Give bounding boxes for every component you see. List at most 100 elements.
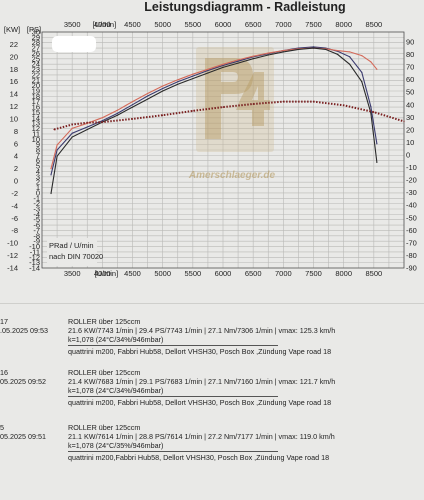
series-point: [237, 60, 239, 62]
y-tick-label-ps: -5: [33, 215, 40, 224]
y-tick-label-ps: 21: [32, 76, 40, 85]
y-tick-label-ps: 13: [32, 119, 40, 128]
y-tick-label-kw: 16: [10, 77, 18, 86]
series-point: [252, 55, 254, 57]
run-config: quattrini m200, Fabbri Hub58, Dellort VH…: [68, 347, 332, 356]
axis-ticks: 3500 4000 4500 5000 5500 6000 6500 7000 7500 8000…: [4, 20, 417, 278]
y-tick-label-kw: 4: [14, 152, 18, 161]
series-point: [207, 69, 209, 72]
chart-title: Leistungsdiagramm - Radleistung: [144, 0, 345, 14]
chart-divider: [0, 303, 424, 304]
y-tick-label-ps: -9: [33, 237, 40, 246]
annotation-line: PRad / U/min: [49, 241, 94, 250]
y-tick-label-ps: 0: [36, 188, 40, 197]
series-point: [282, 51, 284, 53]
x-tick-label-bottom: 7000: [275, 269, 292, 278]
series-point: [131, 104, 134, 106]
y-tick-label-right: 40: [406, 100, 414, 109]
y-tick-label-kw: 10: [10, 114, 18, 123]
series-point: [131, 106, 134, 108]
y-tick-label-kw: -8: [11, 226, 18, 235]
x-tick-label-top: 7500: [305, 20, 322, 29]
run-correction: k=1,078 (24°C/35%/946mbar): [68, 441, 164, 450]
y-tick-label-ps: -13: [29, 258, 40, 267]
series-line: [53, 100, 405, 131]
run-correction: k=1,078 (24°C/34%/946mbar): [68, 335, 164, 344]
series-point: [349, 63, 351, 65]
series-point: [86, 122, 88, 124]
run-separator: [68, 396, 278, 397]
series-point: [282, 50, 284, 52]
series-point: [361, 81, 363, 83]
y-tick-label-ps: 10: [32, 135, 40, 144]
series-point: [53, 128, 55, 131]
series-point: [116, 114, 119, 116]
y-tick-label-ps: -2: [33, 199, 40, 208]
series-point: [337, 50, 339, 52]
y-tick-label-right: -40: [406, 201, 417, 210]
y-tick-label-right: 30: [406, 113, 414, 122]
y-tick-label-ps: 29: [32, 33, 40, 42]
y-tick-label-ps: 2: [36, 178, 40, 187]
y-tick-label-ps: 17: [32, 97, 40, 106]
x-tick-label-top: 5500: [184, 20, 201, 29]
series-point: [376, 68, 378, 70]
series-point: [162, 114, 164, 116]
series-point: [116, 109, 119, 111]
y-tick-label-right: -60: [406, 226, 417, 235]
series-point: [324, 48, 327, 50]
x-axis-label-bottom: [U/min]: [94, 269, 118, 278]
run-index: 16: [0, 368, 8, 377]
series-point: [252, 58, 254, 60]
series-point: [361, 55, 363, 57]
series-point: [56, 144, 58, 146]
y-tick-label-ps: 30: [32, 28, 40, 37]
run-values: 21.1 KW/7614 1/min | 28.8 PS/7614 1/min …: [68, 432, 335, 441]
y-tick-label-ps: 7: [36, 151, 40, 160]
series-point: [71, 136, 73, 138]
y-tick-label-ps: 28: [32, 38, 40, 47]
x-axis-label-top: [U/min]: [92, 20, 116, 29]
x-tick-label-top: 8000: [335, 20, 352, 29]
x-tick-label-top: 6000: [215, 20, 232, 29]
p4-logo-watermark: Amerschlaeger.de: [188, 47, 276, 181]
run-correction: k=1,078 (24°C/34%/946mbar): [68, 386, 164, 395]
y-axis-label-kw: [KW]: [4, 25, 20, 34]
series-point: [71, 132, 73, 134]
x-tick-label-top: 4000: [94, 20, 111, 29]
series-point: [146, 98, 149, 100]
y-tick-label-right: 60: [406, 75, 414, 84]
x-tick-label-top: 5000: [154, 20, 171, 29]
y-tick-label-ps: 24: [32, 60, 40, 69]
x-tick-label-top: 8500: [365, 20, 382, 29]
series-point: [192, 73, 194, 75]
series-point: [370, 112, 372, 114]
y-tick-label-right: -30: [406, 188, 417, 197]
x-tick-label-top: 3500: [64, 20, 81, 29]
series-point: [131, 100, 134, 103]
series-point: [222, 66, 224, 68]
x-tick-label-bottom: 4000: [94, 269, 111, 278]
x-tick-label-bottom: 7500: [305, 269, 322, 278]
series-point: [376, 161, 378, 164]
y-tick-label-ps: 23: [32, 65, 40, 74]
run-values: 21.4 KW/7683 1/min | 29.1 PS/7683 1/min …: [68, 377, 336, 386]
series-point: [116, 112, 119, 114]
y-tick-label-kw: 14: [10, 90, 18, 99]
series-point: [146, 95, 149, 97]
y-tick-label-ps: 6: [36, 156, 40, 165]
x-tick-label-top: 7000: [275, 20, 292, 29]
dyno-chart: Leistungsdiagramm - Radleistung Amerschl…: [3, 0, 417, 278]
run-vehicle: ROLLER über 125ccm: [68, 368, 141, 377]
series-point: [177, 81, 179, 83]
chart-annotation: PRad / U/min nach DIN 70020: [47, 238, 103, 266]
series-point: [50, 192, 52, 195]
y-tick-label-kw: -2: [11, 189, 18, 198]
y-tick-label-kw: -6: [11, 214, 18, 223]
series-point: [50, 174, 52, 176]
y-tick-label-ps: -12: [29, 253, 40, 262]
y-tick-label-kw: 20: [10, 52, 18, 61]
series-point: [376, 143, 378, 145]
x-tick-label-bottom: 8500: [365, 269, 382, 278]
run-vehicle: ROLLER über 125ccm: [68, 423, 141, 432]
